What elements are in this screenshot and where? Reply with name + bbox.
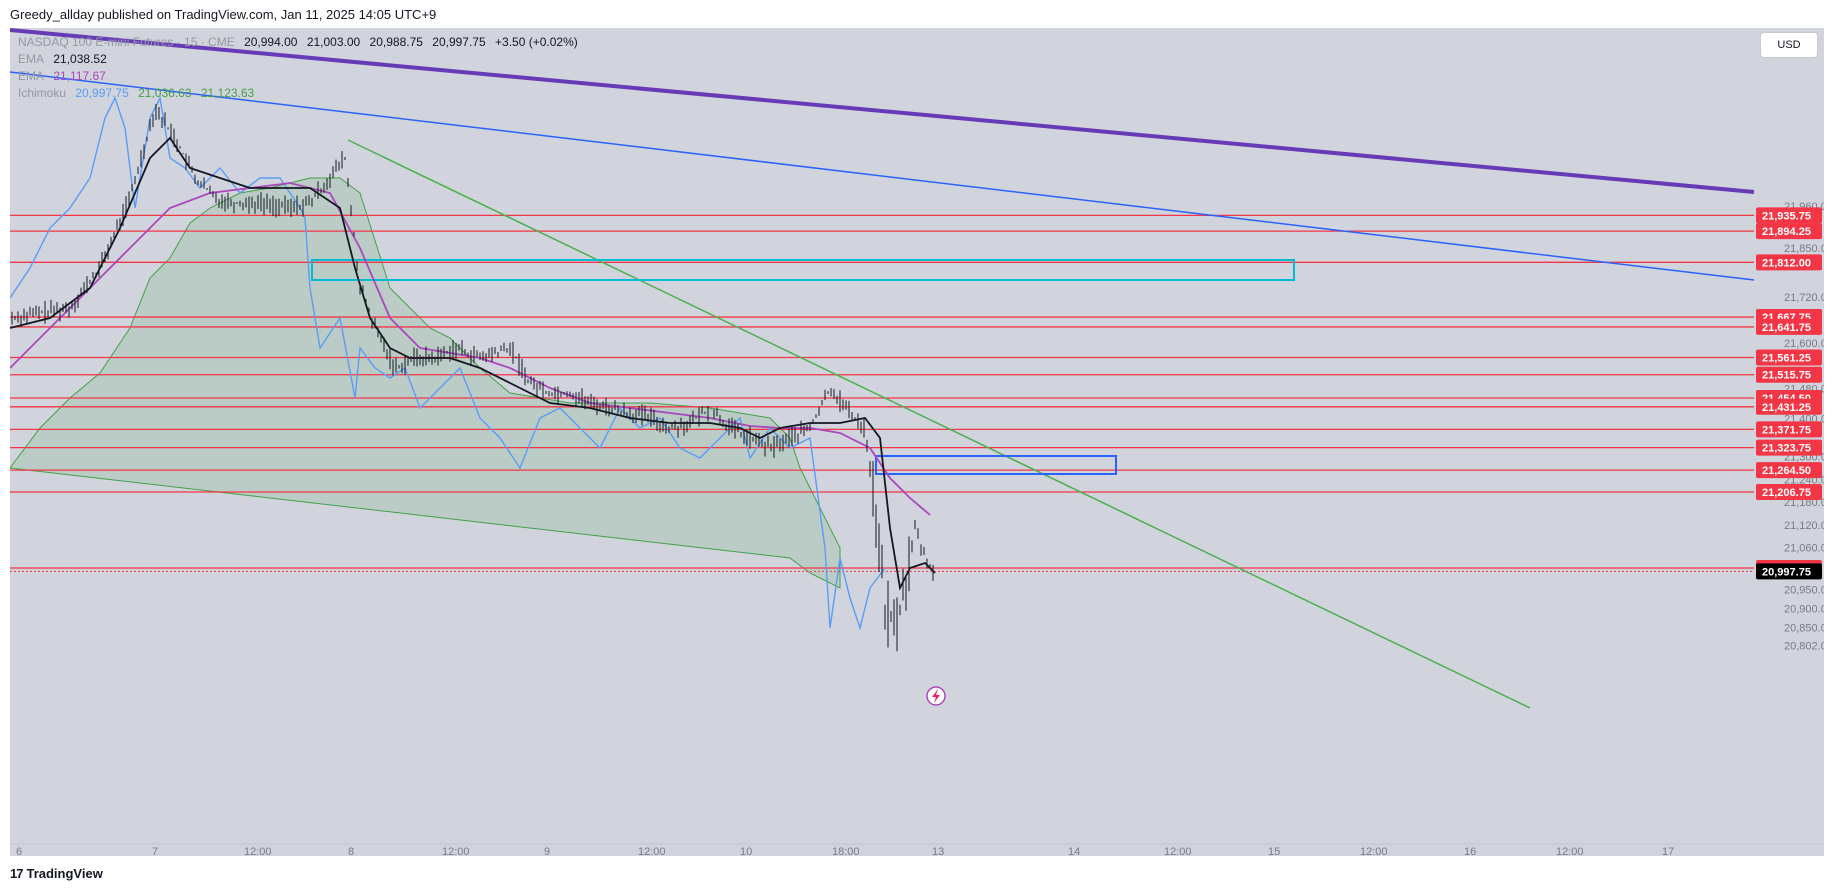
legend-open: 20,994.00 <box>244 35 298 49</box>
legend-ichimoku-value-3: 21,123.63 <box>200 86 255 100</box>
legend-ema1-label: EMA <box>18 52 45 66</box>
horizontal-level-tag <box>1756 398 1822 415</box>
last-price-tag <box>1756 563 1822 580</box>
horizontal-level-label: 21,894.25 <box>1762 226 1811 238</box>
horizontal-level-label: 21,264.50 <box>1762 465 1811 477</box>
y-tick-label: 20,950.00 <box>1784 584 1824 596</box>
x-tick-label: 12:00 <box>1556 846 1584 856</box>
tradingview-brand: TradingView <box>26 866 103 881</box>
ema-fast-line <box>10 136 936 591</box>
x-tick-label: 9 <box>544 846 550 856</box>
y-tick-label: 21,180.00 <box>1784 497 1824 509</box>
zone-box-cyan <box>311 259 1295 281</box>
x-tick-label: 12:00 <box>1360 846 1388 856</box>
horizontal-level-tag <box>1756 366 1822 383</box>
x-tick-label: 13 <box>932 846 944 856</box>
legend-ema1-value: 21,038.52 <box>53 52 107 66</box>
legend-change: +3.50 (+0.02%) <box>495 35 578 49</box>
legend-ichimoku-value-2: 21,036.63 <box>138 86 192 100</box>
horizontal-level-tag <box>1756 349 1822 366</box>
ichimoku-lagging-span <box>10 95 886 631</box>
legend-symbol[interactable]: NASDAQ 100 E-mini Futures · 15 · CME <box>18 35 235 49</box>
legend-high: 21,003.00 <box>306 35 361 49</box>
horizontal-level-label: 21,371.75 <box>1762 424 1811 436</box>
ichimoku-cloud <box>10 177 841 589</box>
horizontal-level-label: 21,935.75 <box>1762 210 1811 222</box>
x-tick-label: 10 <box>740 846 752 856</box>
y-tick-label: 21,850.00 <box>1784 243 1824 255</box>
legend-ohlc-row: NASDAQ 100 E-mini Futures · 15 · CME 20,… <box>18 34 584 51</box>
horizontal-level-tag <box>1756 484 1822 501</box>
trendline-blue <box>10 71 1755 281</box>
horizontal-level-label: 21,515.75 <box>1762 370 1811 382</box>
y-tick-label: 21,600.00 <box>1784 338 1824 350</box>
y-tick-label: 21,060.00 <box>1784 543 1824 555</box>
legend-ichimoku-value-1: 20,997.75 <box>75 86 129 100</box>
y-tick-label: 20,850.00 <box>1784 622 1824 634</box>
legend-ichimoku-row[interactable]: Ichimoku 20,997.75 21,036.63 21,123.63 <box>18 85 584 102</box>
legend-ema2-value: 21,117.67 <box>53 69 106 83</box>
horizontal-level-tag <box>1756 207 1822 224</box>
x-tick-label: 12:00 <box>442 846 470 856</box>
event-marker-bolt-icon <box>932 689 940 703</box>
y-tick-label: 20,900.00 <box>1784 603 1824 615</box>
trendline-purple <box>10 28 1755 194</box>
x-tick-label: 12:00 <box>638 846 666 856</box>
y-tick-label: 20,802.00 <box>1784 641 1824 653</box>
x-tick-label: 8 <box>348 846 354 856</box>
x-tick-label: 17 <box>1662 846 1674 856</box>
zone-box-blue <box>875 455 1117 475</box>
x-tick-label: 6 <box>16 846 22 856</box>
legend-low: 20,988.75 <box>369 35 423 49</box>
x-tick-label: 14 <box>1068 846 1080 856</box>
trendline-green <box>347 139 1531 709</box>
horizontal-level-label: 21,812.00 <box>1762 257 1811 269</box>
horizontal-level-label: 21,431.25 <box>1762 402 1811 414</box>
price-chart[interactable]: 21,960.0021,850.0021,720.0021,600.0021,4… <box>10 28 1824 856</box>
y-tick-label: 21,120.00 <box>1784 520 1824 532</box>
x-tick-label: 18:00 <box>832 846 860 856</box>
ema-slow-line <box>10 182 931 516</box>
tradingview-logo[interactable]: 17 TradingView <box>10 866 103 881</box>
horizontal-level-label: 21,561.25 <box>1762 352 1811 364</box>
horizontal-level-tag <box>1756 223 1822 240</box>
x-tick-label: 15 <box>1268 846 1280 856</box>
horizontal-level-label: 21,323.75 <box>1762 443 1811 455</box>
chart-legend: NASDAQ 100 E-mini Futures · 15 · CME 20,… <box>18 34 584 102</box>
horizontal-level-tag <box>1756 318 1822 335</box>
tradingview-logo-icon: 17 <box>10 866 24 881</box>
horizontal-level-tag <box>1756 421 1822 438</box>
candles-group <box>11 104 934 652</box>
x-tick-label: 7 <box>152 846 158 856</box>
publish-info: Greedy_allday published on TradingView.c… <box>10 7 437 22</box>
footer-bar <box>0 858 1835 891</box>
chart-area[interactable]: 21,960.0021,850.0021,720.0021,600.0021,4… <box>10 28 1824 856</box>
x-tick-label: 12:00 <box>244 846 272 856</box>
legend-ema2-row[interactable]: EMA 21,117.67 <box>18 68 584 85</box>
legend-close: 20,997.75 <box>432 35 486 49</box>
horizontal-level-tag <box>1756 254 1822 271</box>
horizontal-level-tag <box>1756 439 1822 456</box>
publish-header: Greedy_allday published on TradingView.c… <box>0 0 1835 28</box>
legend-ichimoku-label: Ichimoku <box>18 86 67 100</box>
horizontal-level-label: 21,206.75 <box>1762 487 1811 499</box>
horizontal-level-label: 21,641.75 <box>1762 322 1811 334</box>
legend-ema1-row[interactable]: EMA 21,038.52 <box>18 51 584 68</box>
x-tick-label: 12:00 <box>1164 846 1192 856</box>
currency-button[interactable]: USD <box>1760 32 1818 58</box>
legend-ema2-label: EMA <box>18 69 45 83</box>
last-price-label: 20,997.75 <box>1762 566 1811 578</box>
horizontal-level-tag <box>1756 462 1822 479</box>
x-tick-label: 16 <box>1464 846 1476 856</box>
y-tick-label: 21,720.00 <box>1784 292 1824 304</box>
